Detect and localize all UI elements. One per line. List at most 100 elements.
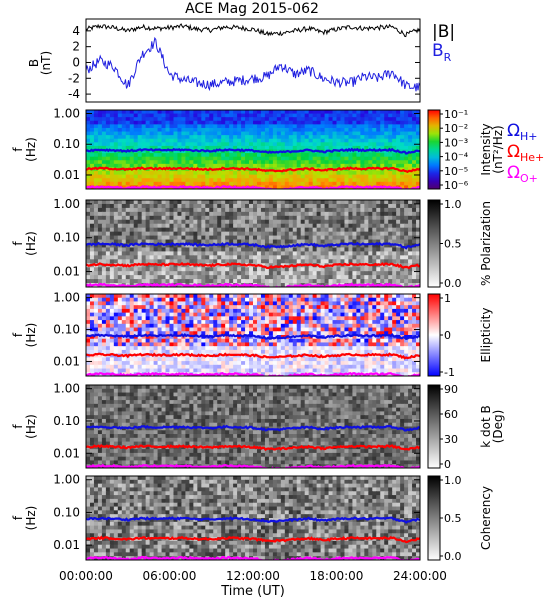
colorbar-units: (nT²/Hz) (491, 125, 505, 173)
yunits: (Hz) (24, 231, 38, 256)
colorbar-tick-label: 0 (444, 458, 451, 471)
colorbar-label: k dot B (479, 405, 493, 447)
x-axis-label: Time (UT) (220, 584, 285, 599)
colorbar-tick-label: 1.0 (444, 474, 462, 487)
colorbar-label: Intensity (479, 123, 493, 175)
yunits: (Hz) (24, 414, 38, 439)
b-ytick-label: -2 (68, 71, 80, 85)
ylabel: f (11, 147, 25, 152)
b-radial-line (86, 36, 420, 92)
colorbar-tick-label: 10⁻¹ (444, 108, 468, 121)
b-ytick-label: 2 (72, 40, 80, 54)
ytick-label: 1.00 (53, 382, 80, 396)
panel-ellipticity: 1.00 0.10 0.01 f (Hz) 1 0 -1 Ellipticity (11, 291, 493, 379)
colorbar-tick-label: 1 (444, 292, 451, 305)
x-tick-label: 12:00:00 (226, 569, 280, 583)
gyro-o-line (86, 555, 420, 560)
ytick-label: 0.01 (53, 265, 80, 279)
x-tick-label: 06:00:00 (143, 569, 197, 583)
gyro-o-line (86, 371, 420, 376)
panel-kdotb: 1.00 0.10 0.01 f (Hz) 90 60 30 0 k dot B(Deg) (11, 382, 505, 471)
ylabel: f (11, 332, 25, 337)
colorbar-label: Ellipticity (479, 308, 493, 363)
x-tick-label: 24:00:00 (393, 569, 447, 583)
colorbar-kdotb (427, 384, 441, 469)
colorbar-tick-label: 90 (444, 383, 458, 396)
ytick-label: 0.01 (53, 538, 80, 552)
gyro-h-line (86, 147, 420, 155)
colorbar-tick-label: 60 (444, 408, 458, 421)
ytick-label: 0.01 (53, 354, 80, 368)
panel-coherency: 1.00 0.10 0.01 f (Hz) 1.0 0.5 0.0 Coherency (11, 473, 493, 563)
gyro-label-he: ΩHe+ (507, 142, 544, 164)
gyro-he-line (86, 352, 420, 360)
colorbar-tick-label: 0.5 (444, 512, 462, 525)
ytick-label: 1.00 (53, 291, 80, 305)
ylabel: f (11, 424, 25, 429)
colorbar-tick-label: 0.5 (444, 238, 462, 251)
b-ytick-label: 0 (72, 55, 80, 69)
ytick-label: 1.00 (53, 197, 80, 211)
gyro-he-line (86, 261, 420, 270)
ytick-label: 0.10 (53, 231, 80, 245)
ytick-label: 0.10 (53, 414, 80, 428)
gyro-o-line (86, 463, 420, 468)
b-ylabel: B (27, 59, 41, 67)
b-ytick-label: 4 (72, 24, 80, 38)
colorbar-tick-label: 10⁻² (444, 122, 468, 135)
colorbar-tick-label: 10⁻³ (444, 136, 468, 149)
colorbar-tick-label: 0 (444, 329, 451, 342)
ytick-label: 1.00 (53, 107, 80, 121)
colorbar-polarization (427, 199, 441, 288)
gyro-label-h: ΩH+ (507, 121, 538, 143)
ytick-label: 0.10 (53, 137, 80, 151)
colorbar-tick-label: 0.0 (444, 277, 462, 290)
ytick-label: 0.01 (53, 168, 80, 182)
colorbar-tick-label: 0.0 (444, 550, 462, 563)
legend-total: |B| (432, 22, 455, 42)
gyro-o-line (86, 184, 420, 189)
panel-b-field: 4 20 -2 -4 B (nT) |B| BR (27, 18, 455, 103)
legend-radial: BR (432, 41, 452, 64)
colorbar-ellipticity (427, 293, 441, 377)
gyro-label-o: ΩO+ (507, 163, 538, 185)
colorbar-label: Coherency (479, 486, 493, 550)
colorbar-tick-label: 10⁻⁵ (444, 165, 468, 178)
ylabel: f (11, 515, 25, 520)
colorbar-tick-label: -1 (444, 366, 455, 379)
gyro-h-line (86, 241, 420, 250)
panel-intensity: 1.00 0.10 0.01 f (Hz) 10⁻¹10⁻²10⁻³ 10⁻⁴10⁻⁵10⁻… (11, 107, 505, 192)
ytick-label: 0.10 (53, 323, 80, 337)
colorbar-tick-label: 30 (444, 433, 458, 446)
figure-title: ACE Mag 2015-062 (185, 1, 319, 17)
x-tick-label: 00:00:00 (59, 569, 113, 583)
ytick-label: 0.01 (53, 446, 80, 460)
colorbar-intensity (427, 109, 441, 190)
gyro-h-line (86, 424, 420, 432)
yunits: (Hz) (24, 506, 38, 531)
gyro-he-line (86, 444, 420, 452)
gyro-o-line (86, 282, 420, 287)
colorbar-coherency (427, 475, 441, 561)
colorbar-label: % Polarization (479, 201, 493, 286)
b-yunits: (nT) (39, 51, 53, 75)
yunits: (Hz) (24, 323, 38, 348)
colorbar-tick-label: 10⁻⁶ (444, 179, 469, 192)
colorbar-tick-label: 1.0 (444, 198, 462, 211)
colorbar-units: (Deg) (491, 410, 505, 444)
b-ytick-label: -4 (68, 87, 80, 101)
gyro-h-line (86, 516, 420, 524)
gyro-h-line (86, 333, 420, 341)
ytick-label: 1.00 (53, 473, 80, 487)
x-tick-label: 18:00:00 (310, 569, 364, 583)
ylabel: f (11, 241, 25, 246)
yunits: (Hz) (24, 137, 38, 162)
ytick-label: 0.10 (53, 505, 80, 519)
b-total-line (86, 23, 420, 38)
gyro-he-line (86, 166, 420, 174)
colorbar-tick-label: 10⁻⁴ (444, 151, 469, 164)
gyro-legend: ΩH+ ΩHe+ ΩO+ (507, 121, 544, 185)
panel-polarization: 1.00 0.10 0.01 f (Hz) 1.0 0.5 0.0 % Polarization (11, 197, 493, 290)
gyro-he-line (86, 535, 420, 544)
